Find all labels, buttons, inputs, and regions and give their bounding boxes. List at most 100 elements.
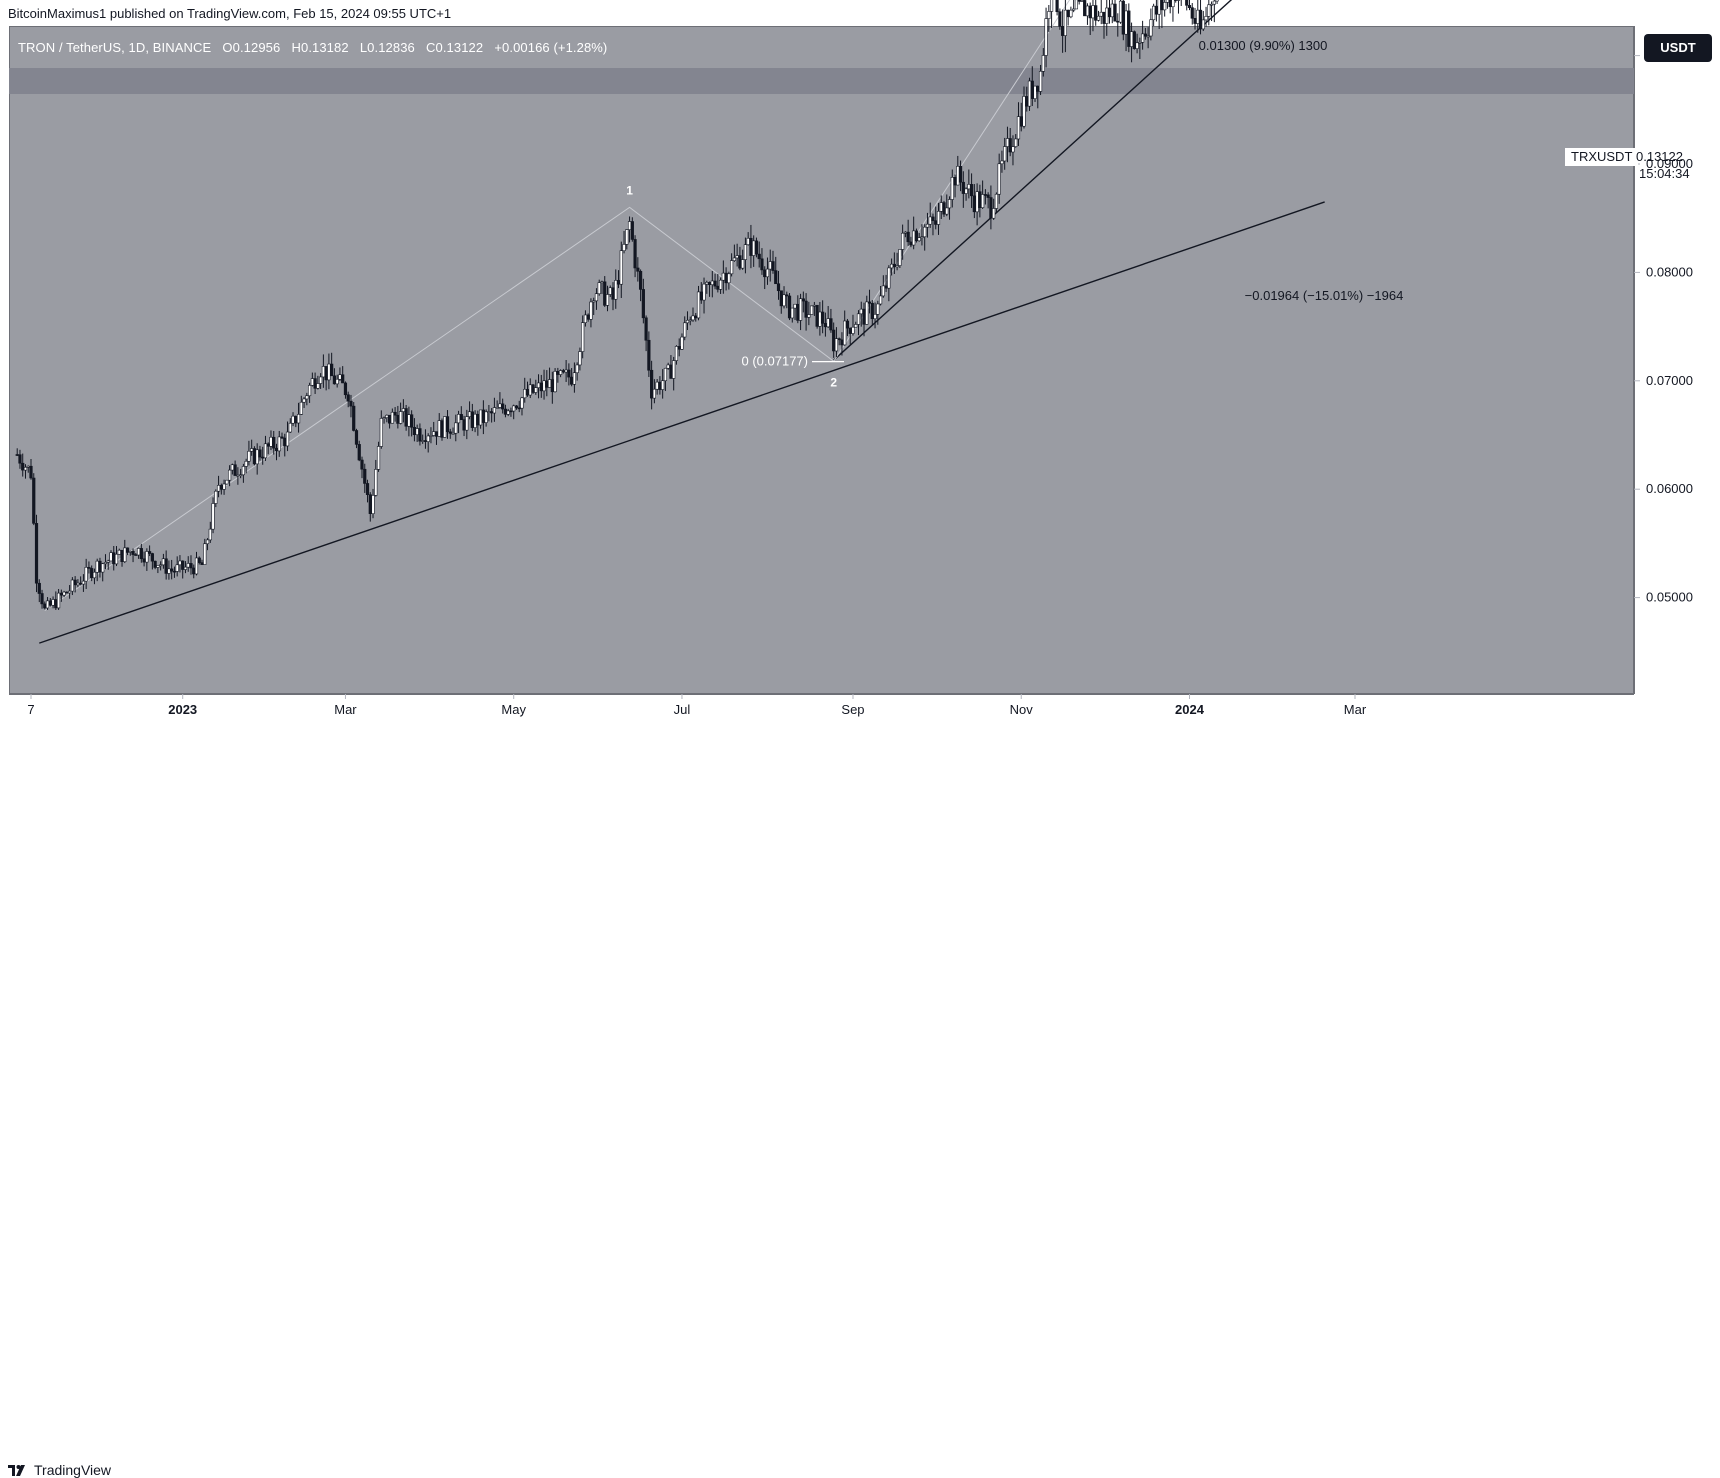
candle-body [984,194,987,195]
ticker-badge: TRXUSDT [1565,148,1638,166]
tradingview-logo-icon [8,1463,30,1477]
candle-body [405,409,408,427]
candle-body [303,399,306,402]
candle-body [888,268,891,288]
candle-body [750,238,753,255]
candle-body [573,373,576,385]
candle-body [49,601,52,605]
currency-badge[interactable]: USDT [1644,34,1712,62]
candle-body [1122,1,1125,34]
candle-body [728,274,731,283]
candle-body [841,340,844,345]
candle-body [248,451,251,461]
candle-body [885,286,888,288]
chart-canvas[interactable]: 0.050000.060000.070000.080000.090000.100… [0,0,1720,764]
candle-body [93,572,96,578]
candle-body [843,321,846,345]
candle-body [237,475,240,476]
candle-body [568,370,571,377]
candle-body [653,389,656,398]
candle-body [973,196,976,212]
candle-body [667,365,670,368]
time-tick-label: 7 [27,702,34,717]
candle-body [154,561,157,567]
candle-body [68,591,71,593]
candle-body [1050,0,1053,11]
candle-body [1136,43,1139,49]
candle-body [146,551,149,562]
candle-body [162,559,165,565]
price-tick-label: 0.07000 [1646,373,1693,388]
candle-body [281,437,284,438]
candle-body [38,583,41,593]
time-tick-label: May [501,702,526,717]
candle-body [1061,26,1064,35]
candle-body [515,406,518,408]
candle-body [672,361,675,379]
candle-body [96,561,99,572]
candle-body [934,221,937,225]
candle-body [1020,117,1023,127]
candle-body [363,469,366,483]
candle-body [1139,42,1142,43]
candle-body [466,417,469,431]
candle-body [744,245,747,260]
candle-body [962,182,965,193]
candle-body [170,569,173,571]
candle-body [463,420,466,431]
candle-body [132,551,135,554]
candle-body [1083,0,1086,15]
candle-body [121,550,124,561]
candle-body [813,305,816,306]
candle-body [267,444,270,447]
candle-body [256,450,259,464]
candle-body [231,465,234,470]
candle-body [336,379,339,384]
candle-body [388,415,391,423]
candle-body [30,466,33,478]
bar-countdown: 15:04:34 [1639,166,1690,181]
candle-body [788,296,791,318]
candle-body [1119,1,1122,22]
candle-body [1108,8,1111,17]
candles [16,0,1315,610]
candle-body [808,315,811,318]
candle-body [1144,34,1147,36]
candle-body [774,271,777,284]
candle-body [890,264,893,268]
candle-body [88,567,91,568]
brand[interactable]: TradingView [8,1462,111,1478]
candle-body [1001,161,1004,164]
candle-body [901,233,904,249]
candle-body [929,217,932,224]
candle-body [780,291,783,306]
candle-body [449,432,452,434]
candle-body [747,238,750,244]
candle-body [1070,10,1073,17]
candle-body [940,203,943,212]
candle-body [797,304,800,320]
candle-body [664,368,667,380]
candle-body [1133,32,1136,49]
candle-body [1012,147,1015,152]
candle-body [43,604,46,608]
candle-body [976,192,979,212]
candle-body [705,282,708,284]
candle-body [1075,0,1078,9]
candle-body [278,437,281,451]
time-tick-label: 2024 [1175,702,1205,717]
candle-body [413,427,416,434]
candle-body [446,417,449,432]
candle-body [948,199,951,207]
candle-body [259,450,262,457]
candle-body [1089,6,1092,18]
candle-body [761,259,764,270]
candle-body [432,432,435,436]
candle-body [835,339,838,351]
candle-body [1188,5,1191,7]
candle-body [21,463,24,470]
candle-body [402,409,405,412]
candle-body [1152,6,1155,20]
candle-body [932,217,935,221]
candle-body [245,461,248,466]
